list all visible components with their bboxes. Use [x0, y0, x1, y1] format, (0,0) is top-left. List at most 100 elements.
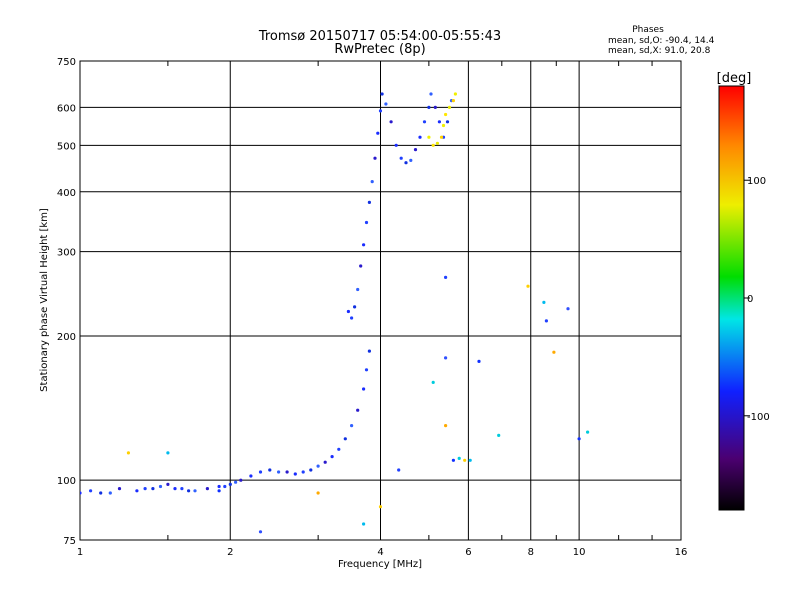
data-point [217, 484, 221, 489]
data-point [337, 447, 341, 451]
data-point [362, 243, 366, 247]
data-point [468, 458, 472, 462]
x-tick-label: 8 [528, 547, 534, 558]
data-point [193, 489, 197, 493]
data-point [234, 480, 238, 484]
data-point [359, 264, 363, 268]
data-point [143, 487, 147, 491]
data-point [435, 141, 439, 145]
data-point [413, 148, 418, 152]
data-points [80, 92, 590, 534]
data-point [350, 424, 354, 428]
data-point [433, 105, 437, 109]
data-point [394, 143, 398, 147]
data-point [173, 487, 177, 491]
data-point [117, 487, 122, 491]
data-point [309, 468, 313, 472]
y-tick-label: 300 [57, 248, 76, 259]
x-tick-label: 1 [77, 547, 83, 558]
data-point [437, 120, 441, 124]
y-tick-label: 750 [57, 57, 76, 68]
data-point [277, 470, 281, 474]
data-point [389, 120, 393, 124]
data-point [427, 105, 431, 109]
data-point [378, 505, 383, 509]
data-point [89, 489, 93, 493]
data-point [367, 200, 371, 204]
data-point [544, 319, 549, 323]
y-tick-label: 100 [57, 476, 76, 487]
data-point [370, 180, 374, 184]
data-point [451, 458, 455, 462]
y-tick-label: 75 [63, 536, 76, 547]
data-point [223, 484, 227, 489]
data-point [135, 489, 139, 493]
data-point [180, 487, 184, 491]
x-tick-label: 10 [573, 547, 586, 558]
x-tick-label: 16 [675, 547, 688, 558]
data-point [126, 451, 130, 455]
chart-title: Tromsø 20150717 05:54:00-05:55:43 [258, 29, 501, 44]
data-point [457, 456, 461, 460]
data-point [427, 135, 431, 139]
data-point [323, 460, 327, 464]
data-point [364, 368, 369, 372]
data-point [343, 437, 347, 441]
data-point [350, 316, 354, 320]
data-point [444, 275, 448, 279]
data-point [376, 131, 380, 135]
grid-lines [80, 61, 681, 540]
data-point [330, 455, 334, 459]
colorbar-tick-label: 0 [747, 294, 753, 305]
data-point [166, 451, 170, 455]
data-point [422, 120, 427, 124]
data-point [453, 92, 457, 96]
data-point [445, 120, 450, 124]
data-point [451, 99, 455, 103]
data-point [249, 474, 253, 478]
chart-subtitle: RwPretec (8p) [334, 42, 425, 57]
data-point [444, 112, 448, 117]
data-point [293, 472, 297, 476]
data-point [364, 220, 369, 225]
data-point [497, 433, 501, 437]
data-point [285, 470, 289, 474]
data-point [409, 158, 413, 162]
data-point [586, 430, 590, 434]
data-point [444, 424, 448, 428]
data-point [80, 491, 82, 495]
data-point [373, 156, 377, 160]
colorbar-tick-label: 100 [747, 176, 766, 187]
data-point [380, 92, 384, 96]
data-point [158, 484, 163, 489]
data-point [356, 408, 360, 412]
data-point [228, 482, 232, 486]
data-point [384, 102, 388, 106]
data-point [268, 468, 272, 472]
data-point [577, 437, 581, 441]
data-point [566, 307, 570, 311]
data-point [429, 92, 433, 96]
data-point [99, 491, 103, 495]
data-point [418, 135, 422, 139]
data-point [108, 491, 112, 495]
data-point [362, 387, 366, 391]
data-point [552, 350, 556, 354]
data-point [399, 156, 403, 160]
data-point [166, 482, 170, 486]
data-point [362, 522, 366, 526]
legend-line-x: mean, sd,X: 91.0, 20.8 [608, 46, 711, 56]
data-point [431, 143, 435, 147]
data-point [205, 487, 209, 491]
data-point [431, 380, 435, 384]
data-point [356, 287, 360, 292]
x-tick-label: 4 [377, 547, 383, 558]
data-point [378, 109, 383, 113]
x-tick-label: 6 [465, 547, 471, 558]
data-point [447, 105, 452, 109]
data-point [151, 487, 155, 491]
data-point [187, 489, 191, 493]
y-axis-label: Stationary phase Virtual Height [km] [39, 208, 50, 392]
data-point [258, 470, 263, 474]
